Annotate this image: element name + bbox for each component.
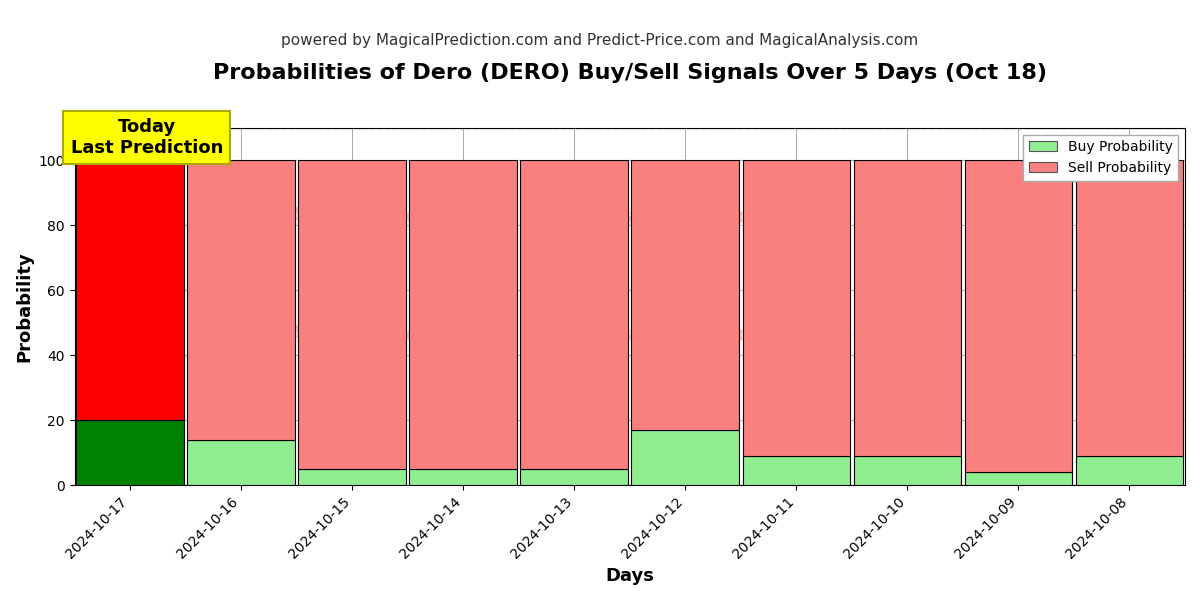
Bar	[409, 469, 517, 485]
Bar	[965, 160, 1073, 472]
Text: powered by MagicalPrediction.com and Predict-Price.com and MagicalAnalysis.com: powered by MagicalPrediction.com and Pre…	[281, 33, 919, 48]
Bar	[77, 420, 184, 485]
Text: Today
Last Prediction: Today Last Prediction	[71, 118, 223, 157]
Bar	[965, 472, 1073, 485]
Bar	[521, 160, 628, 469]
Legend: Buy Probability, Sell Probability: Buy Probability, Sell Probability	[1024, 134, 1178, 181]
Bar	[631, 430, 739, 485]
X-axis label: Days: Days	[605, 567, 654, 585]
Bar	[853, 456, 961, 485]
Y-axis label: Probability: Probability	[16, 251, 34, 362]
Bar	[1075, 160, 1183, 456]
Bar	[1075, 456, 1183, 485]
Bar	[743, 456, 851, 485]
Bar	[631, 160, 739, 430]
Text: MagicalAnalysis.com: MagicalAnalysis.com	[197, 207, 442, 227]
Bar	[521, 469, 628, 485]
Bar	[299, 160, 406, 469]
Title: Probabilities of Dero (DERO) Buy/Sell Signals Over 5 Days (Oct 18): Probabilities of Dero (DERO) Buy/Sell Si…	[212, 63, 1046, 83]
Bar	[299, 469, 406, 485]
Bar	[743, 160, 851, 456]
Bar	[187, 160, 295, 440]
Bar	[853, 160, 961, 456]
Bar	[77, 160, 184, 420]
Bar	[409, 160, 517, 469]
Bar	[187, 440, 295, 485]
Text: MagicalPrediction.com: MagicalPrediction.com	[607, 325, 875, 345]
Text: MagicalPrediction.com: MagicalPrediction.com	[607, 207, 875, 227]
Text: MagicalAnalysis.com: MagicalAnalysis.com	[197, 325, 442, 345]
